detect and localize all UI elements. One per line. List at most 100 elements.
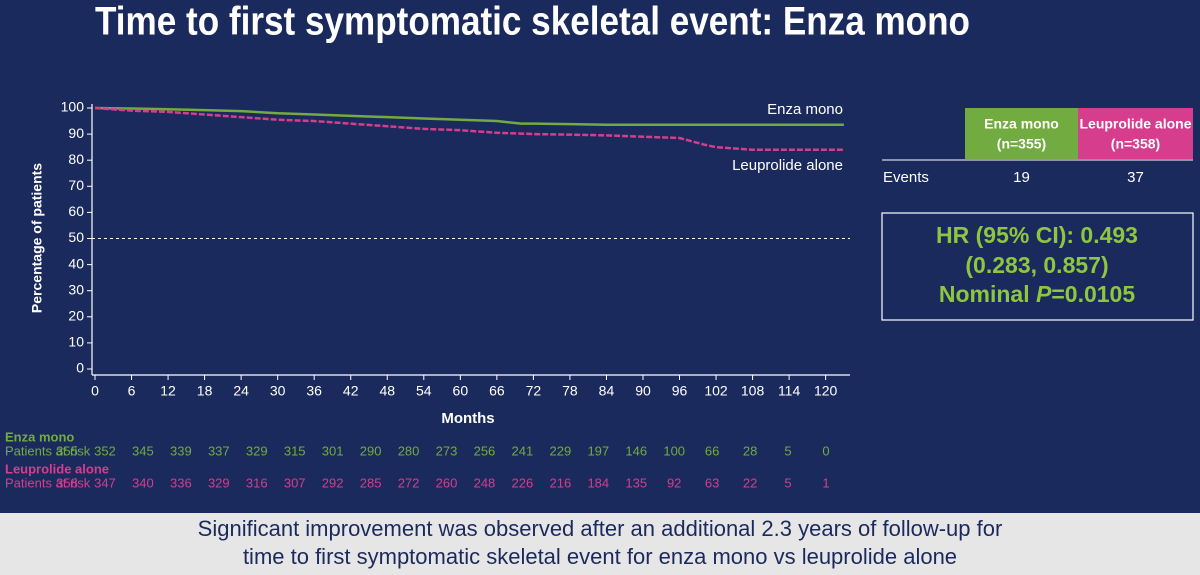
events-label: Events xyxy=(883,169,929,186)
risk-group-name: Enza mono xyxy=(5,429,74,444)
risk-row-label: Patients at risk xyxy=(5,443,91,458)
risk-row-label: Patients at risk xyxy=(5,475,91,490)
y-tick-label: 100 xyxy=(61,99,85,115)
risk-value: 285 xyxy=(360,475,382,490)
risk-value: 301 xyxy=(322,443,344,458)
events-value: 37 xyxy=(1127,169,1144,186)
series-line xyxy=(94,106,844,126)
x-tick-label: 60 xyxy=(453,383,469,399)
risk-value: 280 xyxy=(398,443,420,458)
x-tick-label: 42 xyxy=(343,383,359,399)
risk-value: 260 xyxy=(436,475,458,490)
x-tick-label: 102 xyxy=(704,383,728,399)
x-tick-label: 78 xyxy=(562,383,578,399)
risk-value: 355 xyxy=(56,443,78,458)
risk-value: 229 xyxy=(549,443,571,458)
footer-text: Significant improvement was observed aft… xyxy=(198,516,1003,541)
risk-value: 28 xyxy=(743,443,757,458)
risk-value: 290 xyxy=(360,443,382,458)
risk-value: 307 xyxy=(284,475,306,490)
y-tick-label: 50 xyxy=(68,229,84,245)
x-tick-label: 24 xyxy=(233,383,249,399)
risk-value: 135 xyxy=(625,475,647,490)
risk-value: 146 xyxy=(625,443,647,458)
table-header-text: Leuprolide alone xyxy=(1079,116,1191,132)
x-tick-label: 84 xyxy=(599,383,615,399)
risk-value: 256 xyxy=(474,443,496,458)
risk-value: 329 xyxy=(208,475,230,490)
risk-value: 66 xyxy=(705,443,719,458)
x-tick-label: 120 xyxy=(814,383,838,399)
y-tick-label: 70 xyxy=(68,177,84,193)
x-tick-label: 54 xyxy=(416,383,432,399)
hr-text-part: =0.0105 xyxy=(1051,281,1135,307)
y-tick-label: 0 xyxy=(76,360,84,376)
y-axis-label: Percentage of patients xyxy=(29,163,45,313)
footer-text: time to first symptomatic skeletal event… xyxy=(243,544,957,569)
risk-value: 22 xyxy=(743,475,757,490)
risk-value: 63 xyxy=(705,475,719,490)
y-tick-label: 60 xyxy=(68,203,84,219)
x-tick-label: 48 xyxy=(379,383,395,399)
risk-value: 329 xyxy=(246,443,268,458)
risk-value: 100 xyxy=(663,443,685,458)
risk-value: 1 xyxy=(822,475,829,490)
risk-value: 339 xyxy=(170,443,192,458)
x-tick-label: 114 xyxy=(778,383,801,399)
x-tick-label: 18 xyxy=(197,383,213,399)
footer-band xyxy=(0,513,1200,575)
y-tick-label: 80 xyxy=(68,151,84,167)
table-header-text: (n=358) xyxy=(1111,136,1160,152)
table-header-text: (n=355) xyxy=(997,136,1046,152)
y-tick-label: 40 xyxy=(68,255,84,271)
hr-text: HR (95% CI): 0.493 (0.283, 0.857) Nomina… xyxy=(936,222,1138,307)
risk-value: 337 xyxy=(208,443,230,458)
hr-line: HR (95% CI): 0.493 xyxy=(936,222,1138,248)
hr-text-part: Nominal xyxy=(939,281,1036,307)
risk-value: 273 xyxy=(436,443,458,458)
table-header-cell xyxy=(965,108,1078,159)
y-tick-label: 10 xyxy=(68,334,84,350)
x-axis-label: Months xyxy=(441,410,494,427)
risk-value: 184 xyxy=(587,475,609,490)
x-tick-label: 108 xyxy=(741,383,765,399)
risk-value: 0 xyxy=(822,443,829,458)
risk-value: 292 xyxy=(322,475,344,490)
risk-group-name: Leuprolide alone xyxy=(5,461,109,476)
x-tick-label: 12 xyxy=(160,383,176,399)
x-tick-label: 72 xyxy=(526,383,542,399)
table-header-cell xyxy=(1078,108,1193,159)
hr-line: Nominal P=0.0105 xyxy=(939,281,1135,307)
risk-value: 226 xyxy=(512,475,534,490)
title: Time to first symptomatic skeletal event… xyxy=(95,0,970,44)
x-tick-label: 36 xyxy=(306,383,322,399)
risk-value: 347 xyxy=(94,475,116,490)
hr-text-part: P xyxy=(1036,281,1052,307)
background xyxy=(0,0,1200,513)
risk-value: 340 xyxy=(132,475,154,490)
risk-value: 5 xyxy=(784,475,791,490)
y-tick-label: 30 xyxy=(68,281,84,297)
series-label: Leuprolide alone xyxy=(732,157,843,174)
risk-value: 352 xyxy=(94,443,116,458)
risk-value: 272 xyxy=(398,475,420,490)
risk-value: 315 xyxy=(284,443,306,458)
hr-box xyxy=(881,212,1194,321)
events-value: 19 xyxy=(1013,169,1030,186)
risk-value: 248 xyxy=(474,475,496,490)
risk-value: 216 xyxy=(549,475,571,490)
x-tick-label: 0 xyxy=(91,383,99,399)
risk-value: 358 xyxy=(56,475,78,490)
risk-value: 345 xyxy=(132,443,154,458)
risk-value: 241 xyxy=(512,443,534,458)
x-tick-label: 30 xyxy=(270,383,286,399)
x-tick-label: 6 xyxy=(128,383,136,399)
x-tick-label: 90 xyxy=(635,383,651,399)
y-tick-label: 20 xyxy=(68,308,84,324)
x-tick-label: 66 xyxy=(489,383,505,399)
table-header-text: Enza mono xyxy=(984,116,1059,132)
x-tick-label: 96 xyxy=(672,383,688,399)
hr-line: (0.283, 0.857) xyxy=(965,252,1108,278)
series-label: Enza mono xyxy=(767,101,843,118)
